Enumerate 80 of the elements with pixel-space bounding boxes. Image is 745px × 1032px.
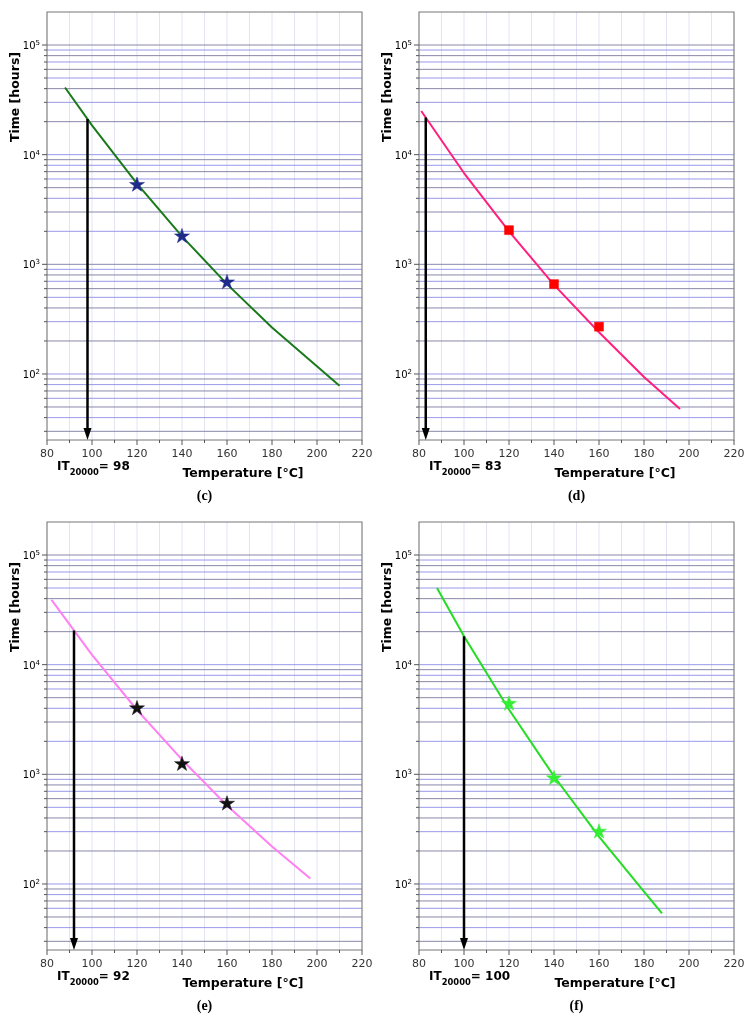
x-tick-label: 220 (351, 957, 373, 970)
y-axis-title: Time [hours] (7, 51, 22, 143)
line-series (64, 86, 341, 387)
point (591, 823, 607, 839)
line-series (420, 110, 681, 410)
x-axis-title: Temperature [°C] (554, 465, 676, 480)
x-tick-label: 200 (678, 957, 700, 970)
point (129, 176, 145, 192)
point (546, 770, 562, 785)
point (504, 225, 514, 235)
y-tick-label: 10$^{4}$ (394, 658, 413, 671)
text: (f) (569, 998, 584, 1014)
point (594, 321, 604, 332)
x-tick-label: 220 (723, 447, 745, 460)
point (174, 755, 190, 771)
y-tick-label: 10$^{3}$ (394, 258, 412, 271)
x-tick-label: 100 (453, 447, 475, 460)
x-tick-label: 220 (351, 447, 373, 460)
x-tick-label: 80 (412, 447, 426, 460)
y-tick-label: 10$^{3}$ (22, 258, 40, 271)
x-axis-title: Temperature [°C] (182, 975, 304, 990)
y-tick-label: 10$^{5}$ (22, 549, 40, 562)
ref-line-label: IT$_{20000}$= 100 (429, 969, 511, 987)
x-tick-label: 160 (216, 957, 238, 970)
text: (e) (196, 998, 213, 1014)
y-tick-label: 10$^{3}$ (22, 768, 40, 781)
x-tick-label: 80 (412, 957, 426, 970)
x-tick-label: 100 (81, 447, 103, 460)
x-tick-label: 200 (678, 447, 700, 460)
x-tick-label: 220 (723, 957, 745, 970)
x-tick-label: 160 (588, 447, 610, 460)
y-tick-label: 10$^{4}$ (22, 148, 41, 161)
x-tick-label: 80 (40, 447, 54, 460)
x-tick-label: 120 (126, 447, 148, 460)
text: (c) (196, 488, 213, 504)
y-tick-label: 10$^{2}$ (394, 877, 412, 890)
y-axis-title: Time [hours] (7, 561, 22, 653)
ref-line-label: IT$_{20000}$= 98 (57, 459, 130, 477)
x-tick-label: 180 (633, 957, 655, 970)
x-tick-label: 200 (306, 447, 328, 460)
point (219, 274, 235, 289)
x-tick-label: 160 (588, 957, 610, 970)
point (129, 700, 145, 715)
x-axis-title: Temperature [°C] (182, 465, 304, 480)
x-tick-label: 100 (453, 957, 475, 970)
y-tick-label: 10$^{3}$ (394, 768, 412, 781)
point (501, 695, 517, 711)
point (549, 279, 559, 289)
x-tick-label: 120 (498, 957, 520, 970)
y-tick-label: 10$^{5}$ (394, 549, 412, 562)
y-tick-label: 10$^{5}$ (22, 39, 40, 52)
line-series (436, 587, 663, 915)
ref-line-label: IT$_{20000}$= 83 (429, 459, 502, 477)
x-axis-title: Temperature [°C] (554, 975, 676, 990)
y-tick-label: 10$^{5}$ (394, 39, 412, 52)
line-series (50, 598, 312, 880)
y-tick-label: 10$^{4}$ (394, 148, 413, 161)
point (219, 795, 235, 811)
x-tick-label: 160 (216, 447, 238, 460)
x-tick-label: 80 (40, 957, 54, 970)
x-tick-label: 200 (306, 957, 328, 970)
x-tick-label: 100 (81, 957, 103, 970)
x-tick-label: 180 (261, 957, 283, 970)
x-tick-label: 140 (543, 957, 565, 970)
y-axis-title: Time [hours] (379, 561, 394, 653)
y-tick-label: 10$^{2}$ (22, 367, 40, 380)
x-tick-label: 140 (171, 957, 193, 970)
x-tick-label: 140 (543, 447, 565, 460)
y-tick-label: 10$^{2}$ (22, 877, 40, 890)
text: (d) (567, 488, 586, 504)
y-tick-label: 10$^{2}$ (394, 367, 412, 380)
x-tick-label: 180 (633, 447, 655, 460)
x-tick-label: 120 (126, 957, 148, 970)
ref-line-label: IT$_{20000}$= 92 (57, 969, 130, 987)
x-tick-label: 140 (171, 447, 193, 460)
point (174, 228, 190, 243)
x-tick-label: 120 (498, 447, 520, 460)
x-tick-label: 180 (261, 447, 283, 460)
y-axis-title: Time [hours] (379, 51, 394, 143)
y-tick-label: 10$^{4}$ (22, 658, 41, 671)
